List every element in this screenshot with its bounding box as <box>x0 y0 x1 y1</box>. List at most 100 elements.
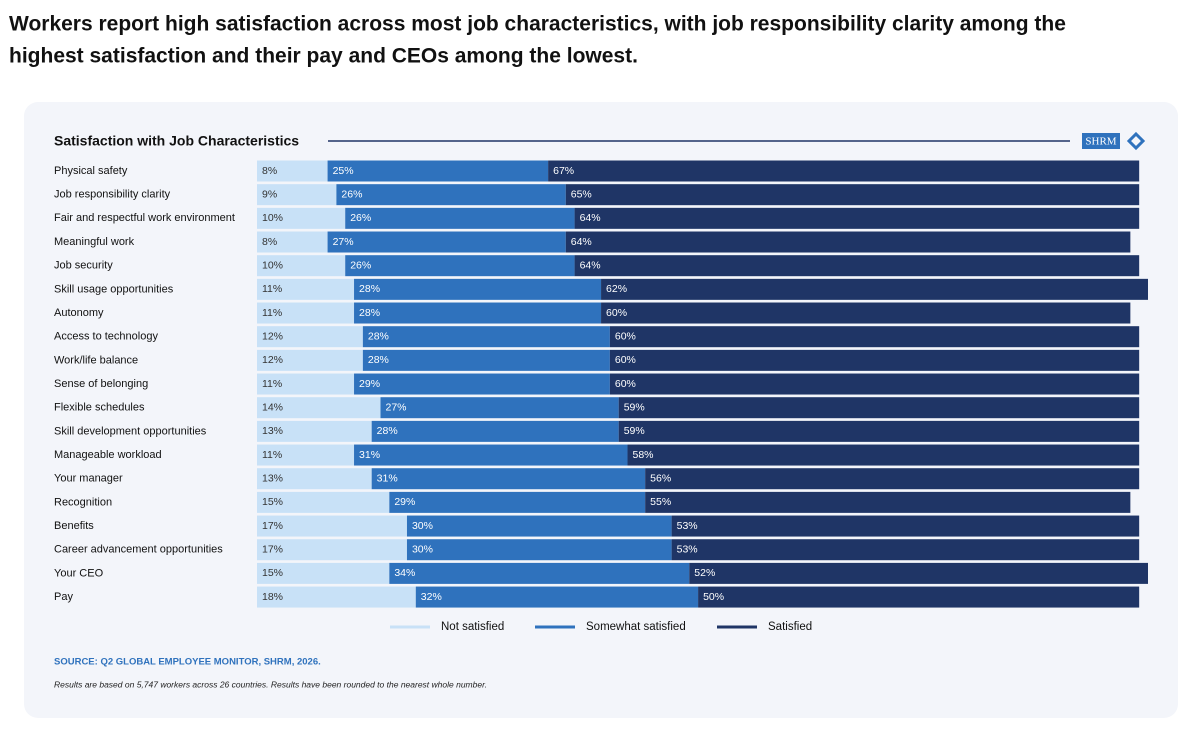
bar-segment <box>362 326 610 348</box>
value-label: 32% <box>421 591 442 603</box>
value-label: 52% <box>694 567 715 579</box>
value-label: 50% <box>703 591 724 603</box>
value-label: 10% <box>262 212 283 224</box>
value-label: 11% <box>262 449 282 461</box>
value-label: 11% <box>262 307 282 319</box>
category-label: Recognition <box>54 496 112 508</box>
logo-mark <box>1126 131 1146 151</box>
bar-segment <box>257 562 390 584</box>
bar-segment <box>645 491 1131 513</box>
category-label: Pay <box>54 591 73 603</box>
headline: Workers report high satisfaction across … <box>9 13 1066 36</box>
bar-segment <box>415 586 699 608</box>
value-label: 12% <box>262 354 283 366</box>
value-label: 56% <box>650 472 671 484</box>
logo: SHRM <box>1085 136 1116 148</box>
value-label: 15% <box>262 567 283 579</box>
value-label: 25% <box>333 165 354 177</box>
value-label: 18% <box>262 591 283 603</box>
headline: highest satisfaction and their pay and C… <box>9 45 638 68</box>
bar-segment <box>698 586 1140 608</box>
bar-segment <box>257 373 355 395</box>
bar-segment <box>354 373 610 395</box>
category-label: Benefits <box>54 520 94 532</box>
bar-segment <box>645 468 1140 490</box>
value-label: 15% <box>262 496 283 508</box>
value-label: 64% <box>580 259 601 271</box>
value-label: 53% <box>677 544 698 556</box>
bar-segment <box>671 515 1140 537</box>
value-label: 29% <box>359 378 380 390</box>
bar-segment <box>618 420 1140 442</box>
category-label: Skill usage opportunities <box>54 283 174 295</box>
value-label: 26% <box>341 188 362 200</box>
bar-segment <box>257 326 363 348</box>
category-label: Your CEO <box>54 567 104 579</box>
bar-segment <box>362 349 610 371</box>
value-label: 64% <box>571 236 592 248</box>
category-label: Sense of belonging <box>54 378 148 390</box>
bar-segment <box>257 586 416 608</box>
bar-segment <box>354 444 628 466</box>
value-label: 8% <box>262 236 277 248</box>
bar-segment <box>609 373 1140 395</box>
value-label: 26% <box>350 259 371 271</box>
bar-segment <box>336 184 566 206</box>
category-label: Skill development opportunities <box>54 425 207 437</box>
value-label: 30% <box>412 544 433 556</box>
value-label: 59% <box>624 401 645 413</box>
bar-segment <box>257 491 390 513</box>
bar-segment <box>380 397 619 419</box>
bar-segment <box>627 444 1140 466</box>
category-label: Fair and respectful work environment <box>54 212 235 224</box>
value-label: 59% <box>624 425 645 437</box>
bar-segment <box>548 160 1140 182</box>
bar-segment <box>257 349 363 371</box>
bar-segment <box>257 397 381 419</box>
value-label: 55% <box>650 496 671 508</box>
bar-segment <box>371 468 646 490</box>
category-label: Flexible schedules <box>54 402 145 414</box>
value-label: 11% <box>262 283 282 295</box>
value-label: 60% <box>615 378 636 390</box>
legend-label: Not satisfied <box>441 621 504 633</box>
category-label: Job responsibility clarity <box>54 189 171 201</box>
bar-segment <box>257 255 346 277</box>
bar-segment <box>257 278 355 300</box>
value-label: 31% <box>377 472 398 484</box>
value-label: 9% <box>262 188 277 200</box>
value-label: 14% <box>262 401 283 413</box>
bar-segment <box>609 326 1140 348</box>
value-label: 30% <box>412 520 433 532</box>
value-label: 29% <box>394 496 415 508</box>
bar-segment <box>609 349 1140 371</box>
bar-segment <box>257 184 337 206</box>
bar-segment <box>354 278 602 300</box>
value-label: 11% <box>262 378 282 390</box>
value-label: 28% <box>368 330 389 342</box>
bar-segment <box>257 160 328 182</box>
category-label: Job security <box>54 260 113 272</box>
bar-segment <box>671 539 1140 561</box>
bar-segment <box>257 302 355 324</box>
value-label: 64% <box>580 212 601 224</box>
legend-label: Somewhat satisfied <box>586 621 686 633</box>
category-label: Autonomy <box>54 307 104 319</box>
bar-segment <box>406 515 672 537</box>
bar-segment <box>257 231 328 253</box>
category-label: Your manager <box>54 473 123 485</box>
value-label: 27% <box>386 401 407 413</box>
value-label: 10% <box>262 259 283 271</box>
category-label: Physical safety <box>54 165 128 177</box>
bar-segment <box>574 255 1140 277</box>
value-label: 17% <box>262 520 283 532</box>
legend-label: Satisfied <box>768 621 812 633</box>
bar-segment <box>565 231 1131 253</box>
category-label: Manageable workload <box>54 449 162 461</box>
bar-segment <box>371 420 619 442</box>
bar-segment <box>345 207 575 229</box>
bar-segment <box>389 562 690 584</box>
value-label: 58% <box>633 449 654 461</box>
value-label: 34% <box>394 567 415 579</box>
